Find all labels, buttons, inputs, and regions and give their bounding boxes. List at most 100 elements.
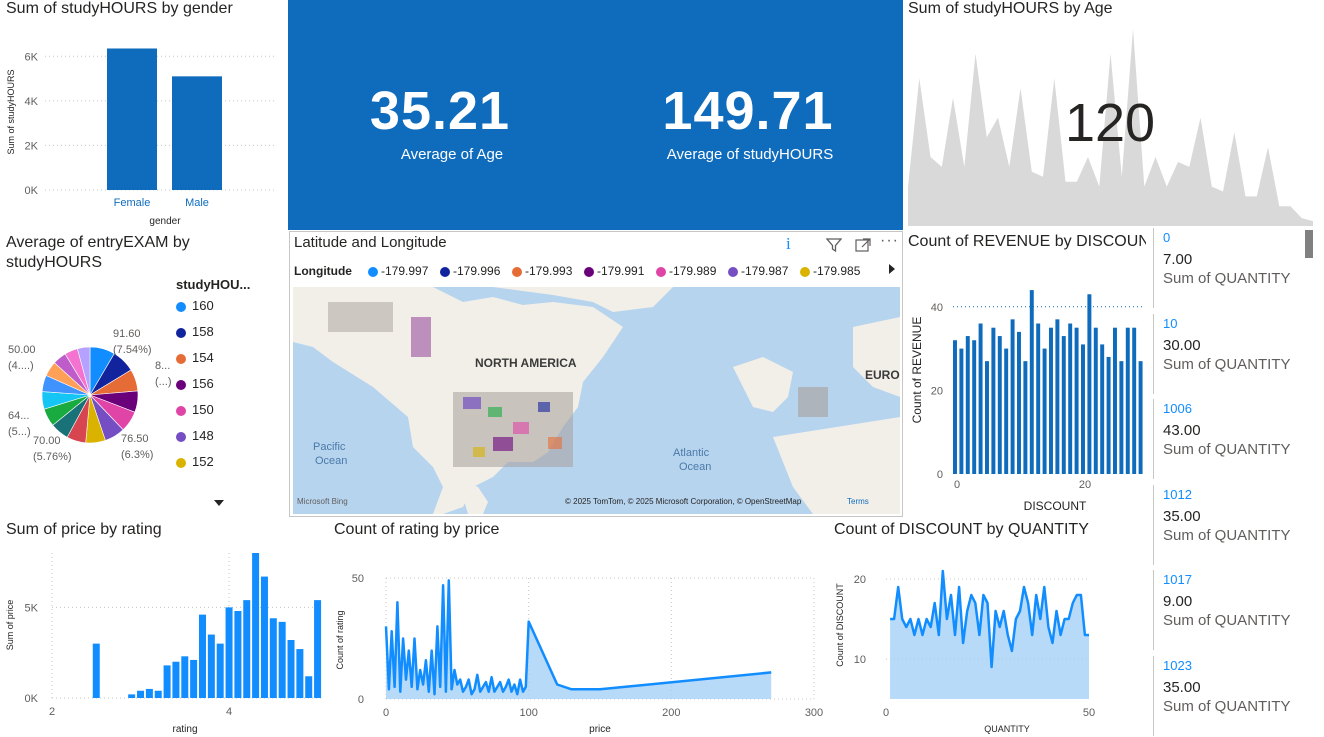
map-legend-item[interactable]: -179.997 [368, 264, 428, 278]
quantity-list-item[interactable]: 1006 43.00 Sum of QUANTITY [1153, 399, 1303, 479]
revenue-bar[interactable] [972, 340, 977, 474]
price-bar[interactable] [163, 665, 171, 698]
revenue-bar[interactable] [1074, 327, 1079, 474]
revenue-bar[interactable] [1113, 327, 1117, 474]
quantity-list-item[interactable]: 0 7.00 Sum of QUANTITY [1153, 228, 1303, 308]
price-bar[interactable] [243, 600, 251, 698]
legend-dot-icon [176, 379, 186, 390]
price-bar[interactable] [260, 576, 268, 698]
pie-chart[interactable] [0, 320, 175, 470]
revenue-bar[interactable] [1004, 348, 1009, 474]
gender-bar-chart[interactable]: 0K 2K 4K 6K Female Male gender Sum of studyHOUR… [0, 22, 285, 227]
price-bar[interactable] [278, 621, 286, 698]
age-area-chart[interactable] [908, 20, 1313, 226]
price-bar[interactable] [172, 661, 180, 698]
revenue-bar[interactable] [953, 340, 957, 474]
pie-legend-item[interactable]: 152 [176, 454, 214, 469]
revenue-bar[interactable] [959, 348, 964, 474]
revenue-bar[interactable] [1049, 327, 1053, 474]
price-bar[interactable] [305, 676, 313, 698]
price-bar[interactable] [225, 607, 233, 698]
legend-dot-icon [176, 301, 186, 312]
revenue-bar[interactable] [1106, 356, 1111, 474]
info-icon[interactable]: i [786, 234, 791, 253]
revenue-bar[interactable] [1055, 319, 1060, 474]
pie-legend-item[interactable]: 150 [176, 402, 214, 417]
revenue-bar[interactable] [1119, 361, 1124, 474]
map-legend-item[interactable]: -179.991 [584, 264, 644, 278]
revenue-bar[interactable] [1093, 327, 1098, 474]
price-bar[interactable] [92, 643, 100, 698]
price-bar[interactable] [296, 649, 304, 698]
map-legend-item[interactable]: -179.996 [440, 264, 500, 278]
legend-next-icon[interactable] [889, 264, 895, 274]
rating-area-chart[interactable]: 0 50 0 100 200 300 price Count of rating [330, 545, 830, 737]
revenue-bar[interactable] [985, 361, 989, 474]
quantity-list-item[interactable]: 10 30.00 Sum of QUANTITY [1153, 313, 1303, 394]
revenue-bar[interactable] [1017, 331, 1021, 474]
pie-label-e-pct: (5...) [8, 426, 31, 438]
pie-slice[interactable] [76, 346, 91, 396]
map-legend-item[interactable]: -179.985 [800, 264, 860, 278]
discount-xtick: 0 [883, 707, 889, 719]
price-bar[interactable] [198, 614, 206, 698]
filter-icon[interactable] [826, 238, 842, 252]
revenue-bar[interactable] [1132, 327, 1137, 474]
revenue-bar[interactable] [1138, 361, 1143, 474]
quantity-list-item[interactable]: 1012 35.00 Sum of QUANTITY [1153, 484, 1303, 565]
price-bar[interactable] [269, 618, 277, 698]
revenue-bar[interactable] [1036, 323, 1041, 474]
price-bar[interactable] [190, 659, 198, 698]
revenue-bar[interactable] [1029, 290, 1034, 474]
map-legend-item[interactable]: -179.993 [512, 264, 572, 278]
discount-area-chart[interactable]: 10 20 0 50 QUANTITY Count of DISCOUNT [830, 545, 1110, 737]
revenue-bar[interactable] [978, 323, 983, 474]
price-bar[interactable] [314, 600, 322, 698]
price-bar[interactable] [145, 688, 153, 698]
pie-legend-item[interactable]: 156 [176, 376, 214, 391]
pie-legend-item[interactable]: 154 [176, 350, 214, 365]
price-bar[interactable] [287, 640, 295, 698]
price-bar[interactable] [128, 694, 136, 698]
rating-xtick: 200 [662, 707, 680, 719]
pie-legend-item[interactable]: 158 [176, 324, 214, 339]
revenue-bar[interactable] [1081, 344, 1085, 474]
revenue-bar[interactable] [1010, 319, 1015, 474]
map-legend-item[interactable]: -179.989 [656, 264, 716, 278]
more-options-icon[interactable]: ··· [880, 232, 899, 249]
price-bar-chart[interactable]: 0K 5K 2 4 rating Sum of price [0, 545, 330, 737]
legend-scroll-down-icon[interactable] [214, 500, 224, 506]
pie-label-c-pct: (6.3%) [121, 449, 154, 461]
revenue-bar[interactable] [997, 336, 1002, 474]
revenue-bar[interactable] [991, 327, 996, 474]
revenue-bar[interactable] [1087, 294, 1092, 474]
revenue-bar[interactable] [1042, 348, 1047, 474]
revenue-bar[interactable] [1068, 323, 1073, 474]
price-bar[interactable] [137, 690, 145, 698]
quantity-list-item[interactable]: 1023 35.00 Sum of QUANTITY [1153, 655, 1303, 736]
price-bar[interactable] [207, 634, 215, 698]
price-bar[interactable] [252, 553, 260, 698]
quantity-list-item[interactable]: 1017 9.00 Sum of QUANTITY [1153, 570, 1303, 650]
map-legend-label: -179.997 [381, 264, 429, 278]
revenue-bar[interactable] [1100, 344, 1105, 474]
revenue-bar[interactable] [1061, 336, 1066, 474]
price-bar[interactable] [181, 656, 189, 698]
price-bar[interactable] [154, 690, 162, 698]
gender-bar-male[interactable] [172, 76, 222, 190]
gender-bar-female[interactable] [107, 48, 157, 190]
list-scrollbar[interactable] [1305, 230, 1313, 258]
revenue-bar[interactable] [1125, 327, 1130, 474]
discount-xlabel: QUANTITY [984, 724, 1030, 734]
map-legend-item[interactable]: -179.987 [728, 264, 788, 278]
map-canvas[interactable]: NORTH AMERICA EURO Pacific Ocean Atlanti… [293, 287, 900, 514]
map-terms-link[interactable]: Terms [847, 497, 869, 506]
pie-legend-item[interactable]: 160 [176, 298, 214, 313]
revenue-bar[interactable] [1023, 361, 1028, 474]
price-bar[interactable] [216, 643, 224, 698]
price-bar[interactable] [234, 611, 242, 698]
focus-mode-icon[interactable] [855, 238, 871, 252]
pie-legend-item[interactable]: 148 [176, 428, 214, 443]
revenue-bar-chart[interactable]: 0 20 40 0 20 DISCOUNT Count of REVENUE [905, 255, 1148, 515]
revenue-bar[interactable] [965, 336, 970, 474]
